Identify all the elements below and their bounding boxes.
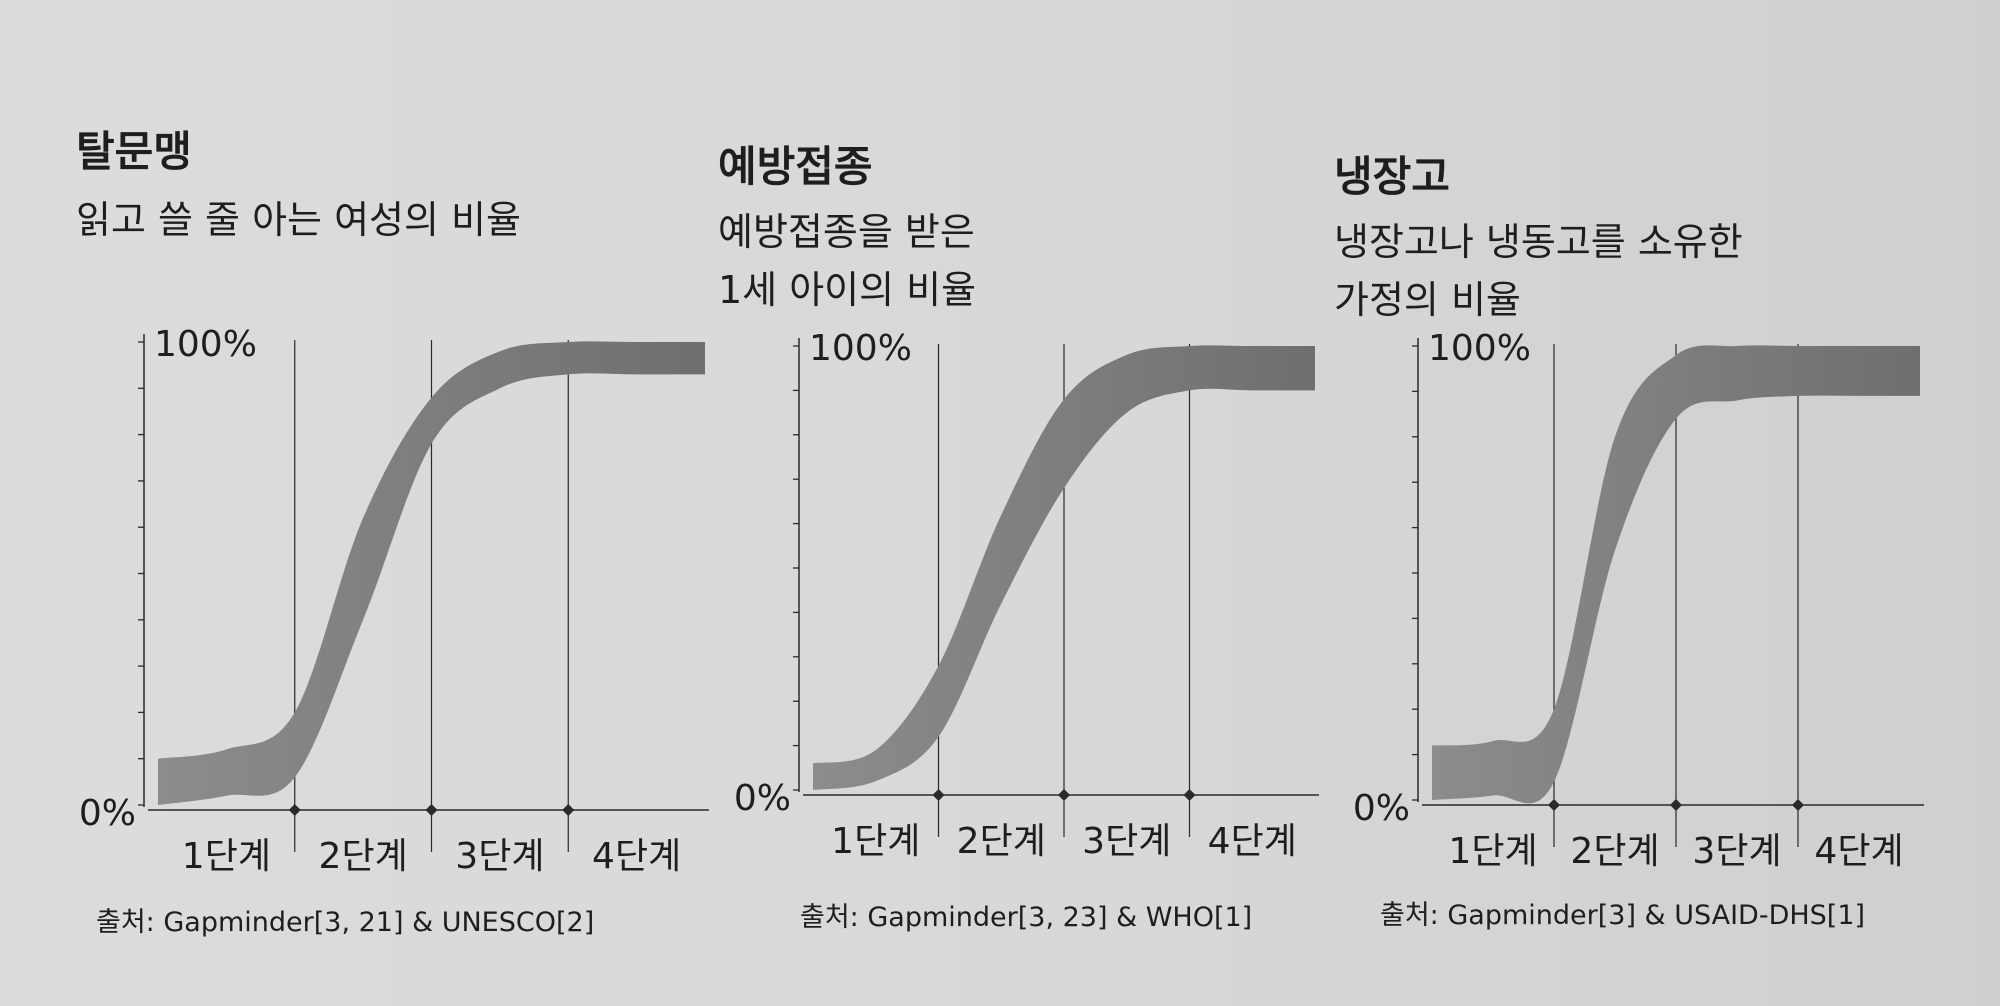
stage-marker — [1548, 799, 1560, 811]
panel-subtitle-line: 1세 아이의 비율 — [718, 268, 977, 312]
s-curve-band — [158, 341, 705, 805]
y-tick-label: 0% — [79, 793, 136, 834]
x-tick-label: 3단계 — [455, 836, 544, 877]
stage-marker — [1183, 789, 1196, 801]
x-tick-label: 1단계 — [1448, 831, 1537, 872]
source-note: 출처: Gapminder[3, 23] & WHO[1] — [800, 902, 1253, 933]
stage-marker — [562, 804, 575, 816]
stage-marker — [1792, 799, 1804, 811]
panel-refrigerator: 냉장고 냉장고나 냉동고를 소유한 가정의 비율 100% 0% 1단계 2단계 3단계… — [1300, 0, 2000, 1006]
stage-marker — [1058, 789, 1070, 801]
x-tick-label: 4단계 — [1208, 821, 1297, 862]
panel-title: 탈문맹 — [76, 127, 192, 176]
panel-subtitle-line: 읽고 쓸 줄 아는 여성의 비율 — [76, 198, 521, 242]
x-tick-label: 1단계 — [182, 836, 271, 877]
panel-literacy: 탈문맹 읽고 쓸 줄 아는 여성의 비율 100% 0% 1단계 2단계 3단계 4단계 … — [0, 0, 720, 1006]
y-tick-label: 0% — [1353, 788, 1410, 829]
panel-title: 냉장고 — [1334, 152, 1450, 201]
x-tick-label: 4단계 — [592, 836, 681, 877]
stage-marker — [425, 804, 438, 816]
x-tick-label: 2단계 — [319, 836, 408, 877]
stage-marker — [932, 789, 945, 801]
s-curve-band — [813, 345, 1315, 790]
panel-subtitle-line: 가정의 비율 — [1334, 278, 1521, 322]
x-tick-label: 1단계 — [831, 821, 920, 862]
refrigerator-chart: 100% 0% 1단계 2단계 3단계 4단계 — [1353, 328, 1924, 872]
x-tick-label: 3단계 — [1082, 821, 1171, 862]
x-tick-label: 2단계 — [957, 821, 1046, 862]
x-tick-label: 3단계 — [1692, 831, 1781, 872]
y-tick-label: 100% — [154, 324, 257, 365]
stage-marker — [1670, 799, 1682, 811]
x-tick-label: 2단계 — [1570, 831, 1659, 872]
y-tick-label: 0% — [734, 778, 791, 819]
vaccination-chart: 100% 0% 1단계 2단계 3단계 4단계 — [734, 328, 1319, 862]
stage-marker — [288, 804, 301, 816]
panel-title: 예방접종 — [718, 142, 873, 191]
y-tick-label: 100% — [809, 328, 912, 369]
y-tick-label: 100% — [1428, 328, 1531, 369]
panel-subtitle-line: 냉장고나 냉동고를 소유한 — [1334, 220, 1743, 264]
panel-vaccination: 예방접종 예방접종을 받은 1세 아이의 비율 100% 0% 1단계 2단계 3단계 4… — [680, 0, 1360, 1006]
x-tick-label: 4단계 — [1814, 831, 1903, 872]
panel-subtitle-line: 예방접종을 받은 — [718, 210, 975, 254]
s-curve-band — [1432, 345, 1920, 804]
source-note: 출처: Gapminder[3] & USAID-DHS[1] — [1380, 900, 1866, 931]
source-note: 출처: Gapminder[3, 21] & UNESCO[2] — [96, 907, 595, 938]
literacy-chart: 100% 0% 1단계 2단계 3단계 4단계 — [79, 324, 709, 877]
